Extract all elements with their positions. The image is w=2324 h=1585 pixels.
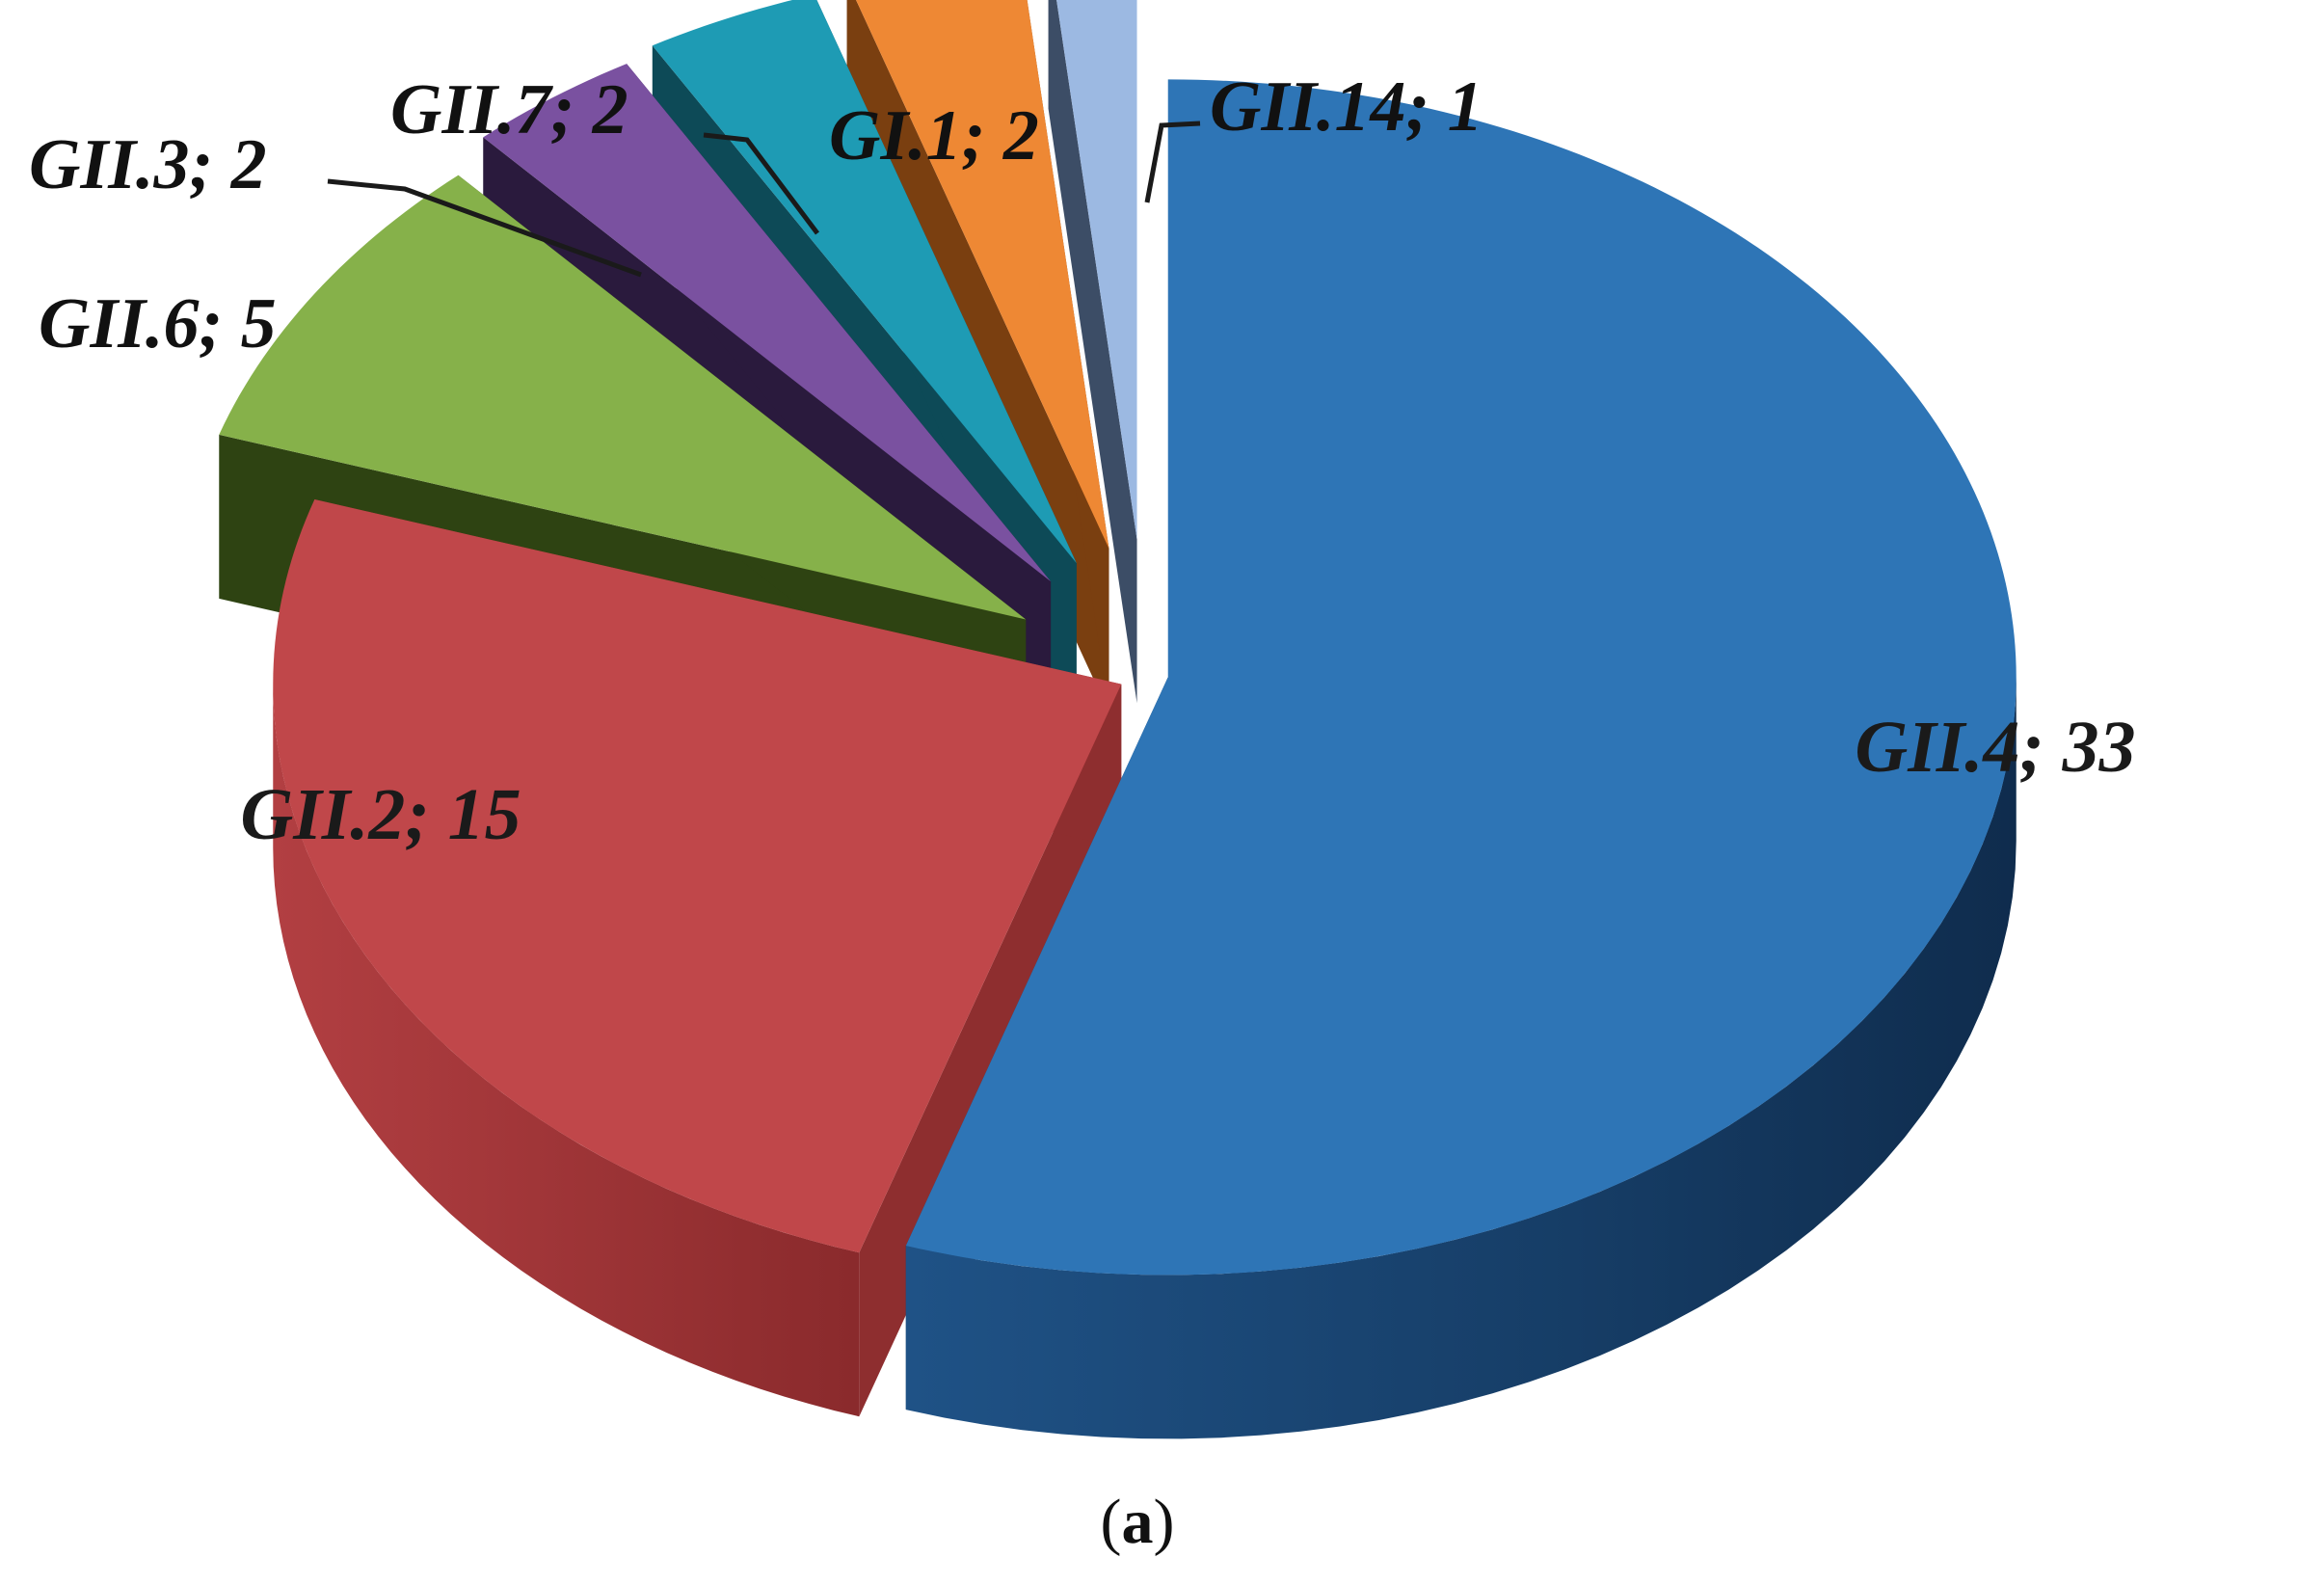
slice-top	[905, 79, 2017, 1276]
slice-label-gii-7: GII.7; 2	[390, 70, 628, 149]
slice-outer-wall	[273, 684, 860, 1417]
slice-top	[273, 499, 1122, 1253]
slice-label-gii-2: GII.2; 15	[240, 774, 521, 855]
slices-layer	[219, 0, 2017, 1439]
leader-lines	[327, 121, 1201, 278]
leader-line-gii-3	[327, 178, 642, 278]
slice-label-gii-6: GII.6; 5	[39, 284, 277, 363]
leader-line-gii-14	[1144, 121, 1201, 203]
pie-slice-gii-4	[905, 79, 2017, 1439]
slice-top	[483, 64, 1052, 582]
slice-labels: GII.4; 33 GII.2; 15 GII.6; 5 GII.3; 2 GII.7;…	[29, 67, 2136, 855]
slice-label-gi-1: GI.1; 2	[829, 96, 1039, 175]
slice-label-gii-14: GII.14; 1	[1210, 67, 1483, 147]
slice-label-gii-3: GII.3; 2	[29, 125, 267, 204]
slice-top	[219, 175, 1027, 620]
panel-label-letter: a	[1122, 1487, 1154, 1557]
pie-slice-gii-14	[1048, 0, 1137, 704]
leader-line-gii-7	[703, 132, 819, 235]
panel-label-close: )	[1154, 1487, 1175, 1557]
slice-top	[652, 0, 1077, 564]
slice-label-gii-4: GII.4; 33	[1855, 707, 2135, 788]
slice-wall-start	[1048, 0, 1137, 704]
panel-label-open: (	[1101, 1487, 1122, 1557]
panel-label: (a)	[1101, 1487, 1175, 1557]
slice-outer-wall	[905, 677, 2017, 1439]
slice-top	[1056, 0, 1137, 540]
slice-top	[856, 0, 1109, 550]
